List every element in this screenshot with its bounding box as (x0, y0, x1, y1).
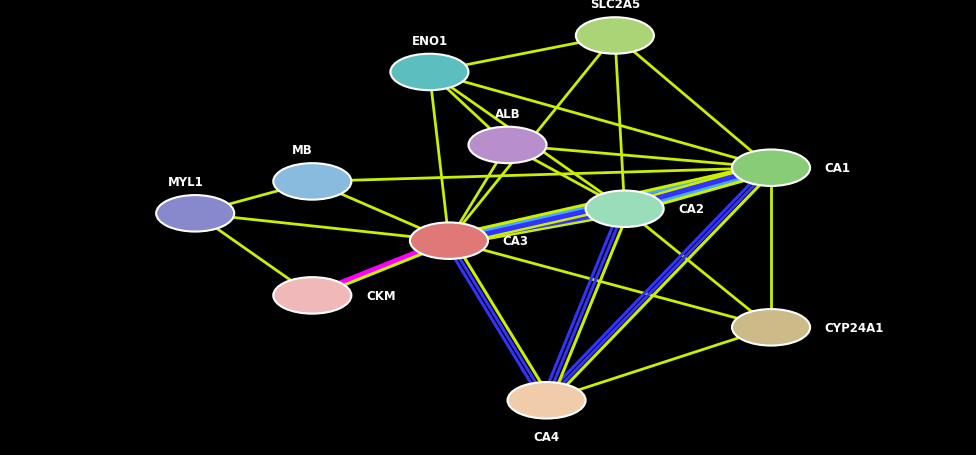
Circle shape (732, 309, 810, 346)
Text: CA2: CA2 (678, 203, 705, 216)
Text: ENO1: ENO1 (411, 35, 448, 48)
Circle shape (508, 382, 586, 419)
Circle shape (468, 127, 547, 164)
Circle shape (273, 164, 351, 200)
Text: CA1: CA1 (825, 162, 851, 175)
Text: CA4: CA4 (534, 430, 559, 443)
Text: MB: MB (292, 144, 313, 157)
Circle shape (156, 196, 234, 232)
Text: ALB: ALB (495, 107, 520, 121)
Circle shape (273, 278, 351, 314)
Circle shape (576, 18, 654, 55)
Text: CA3: CA3 (503, 235, 529, 248)
Circle shape (410, 223, 488, 259)
Circle shape (586, 191, 664, 228)
Circle shape (390, 55, 468, 91)
Text: MYL1: MYL1 (168, 176, 203, 189)
Circle shape (732, 150, 810, 187)
Text: CKM: CKM (366, 289, 395, 302)
Text: CYP24A1: CYP24A1 (825, 321, 884, 334)
Text: SLC2A5: SLC2A5 (590, 0, 640, 11)
